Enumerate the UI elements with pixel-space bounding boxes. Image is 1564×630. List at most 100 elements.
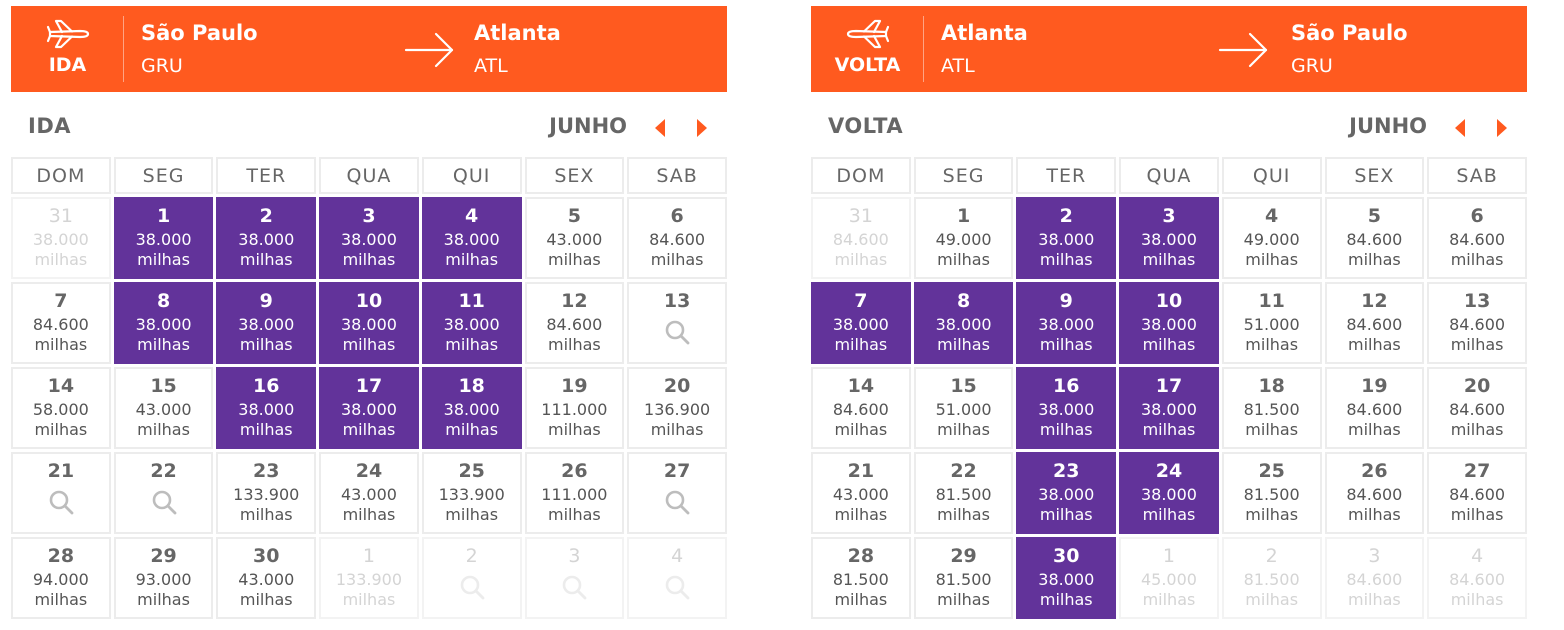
calendar-day-cell[interactable]: 9 38.000 milhas [216, 282, 317, 364]
calendar-day-cell[interactable]: 4 [627, 537, 727, 619]
calendar-day-cell[interactable]: 17 38.000 milhas [319, 367, 419, 449]
calendar-day-cell[interactable]: 20 84.600 milhas [1427, 367, 1527, 449]
miles-price: 49.000 [935, 230, 992, 249]
chevron-right-icon[interactable] [1495, 118, 1509, 138]
calendar-day-cell[interactable]: 9 38.000 milhas [1016, 282, 1117, 364]
calendar-day-cell[interactable]: 7 38.000 milhas [811, 282, 911, 364]
miles-unit: milhas [1347, 420, 1401, 439]
calendar-day-cell[interactable]: 11 38.000 milhas [421, 282, 522, 364]
calendar-day-cell[interactable]: 2 38.000 milhas [216, 197, 317, 279]
calendar-day-cell[interactable]: 23 133.900 milhas [216, 452, 317, 534]
calendar-day-cell[interactable]: 14 84.600 milhas [811, 367, 911, 449]
calendar-day-cell[interactable]: 15 43.000 milhas [113, 367, 214, 449]
day-number: 19 [1361, 375, 1388, 397]
destination-city-name: Atlanta [474, 21, 561, 45]
calendar-day-cell[interactable]: 17 38.000 milhas [1119, 367, 1219, 449]
calendar-day-cell[interactable]: 1 38.000 milhas [113, 197, 214, 279]
calendar-day-cell[interactable]: 4 38.000 milhas [421, 197, 522, 279]
calendar-day-cell[interactable]: 31 84.600 milhas [811, 197, 911, 279]
calendar-day-cell[interactable]: 8 38.000 milhas [913, 282, 1014, 364]
calendar-day-cell[interactable]: 25 81.500 milhas [1221, 452, 1322, 534]
calendar-day-cell[interactable]: 27 [627, 452, 727, 534]
origin-airport-code: GRU [141, 55, 183, 77]
calendar-day-cell[interactable]: 7 84.600 milhas [11, 282, 111, 364]
chevron-right-icon[interactable] [695, 118, 709, 138]
calendar-day-cell[interactable]: 28 94.000 milhas [11, 537, 111, 619]
miles-price: 38.000 [1038, 315, 1095, 334]
miles-price: 84.600 [1449, 570, 1506, 589]
calendar-day-cell[interactable]: 27 84.600 milhas [1427, 452, 1527, 534]
calendar-day-cell[interactable]: 15 51.000 milhas [913, 367, 1014, 449]
miles-price: 51.000 [1243, 315, 1300, 334]
calendar-day-cell[interactable]: 16 38.000 milhas [216, 367, 317, 449]
calendar-day-cell[interactable]: 3 [524, 537, 625, 619]
miles-unit: milhas [239, 250, 293, 269]
calendar-day-cell[interactable]: 26 111.000 milhas [524, 452, 625, 534]
calendar-day-cell[interactable]: 3 38.000 milhas [1119, 197, 1219, 279]
calendar-day-cell[interactable]: 12 84.600 milhas [524, 282, 625, 364]
search-icon [665, 320, 690, 345]
calendar-day-cell[interactable]: 12 84.600 milhas [1324, 282, 1425, 364]
chevron-left-icon[interactable] [653, 118, 667, 138]
calendar-day-cell[interactable]: 6 84.600 milhas [1427, 197, 1527, 279]
calendar-day-cell[interactable]: 13 84.600 milhas [1427, 282, 1527, 364]
miles-unit: milhas [1039, 505, 1093, 524]
chevron-left-icon[interactable] [1453, 118, 1467, 138]
calendar-day-cell[interactable]: 29 81.500 milhas [913, 537, 1014, 619]
day-number: 12 [561, 290, 588, 312]
calendar-day-cell[interactable]: 16 38.000 milhas [1016, 367, 1117, 449]
miles-unit: milhas [547, 420, 601, 439]
day-number: 4 [1471, 545, 1484, 567]
calendar-day-cell[interactable]: 1 49.000 milhas [913, 197, 1014, 279]
calendar-day-cell[interactable]: 29 93.000 milhas [113, 537, 214, 619]
day-number: 9 [259, 290, 273, 312]
calendar-day-cell[interactable]: 2 38.000 milhas [1016, 197, 1117, 279]
calendar-day-cell[interactable]: 11 51.000 milhas [1221, 282, 1322, 364]
day-number: 26 [561, 460, 588, 482]
calendar-day-cell[interactable]: 1 45.000 milhas [1119, 537, 1219, 619]
calendar-day-cell[interactable]: 8 38.000 milhas [113, 282, 214, 364]
calendar-day-cell[interactable]: 3 84.600 milhas [1324, 537, 1425, 619]
calendar-day-cell[interactable]: 6 84.600 milhas [627, 197, 727, 279]
calendar-day-cell[interactable]: 1 133.900 milhas [319, 537, 419, 619]
miles-price: 84.600 [1346, 230, 1403, 249]
day-number: 31 [48, 205, 73, 227]
calendar-day-cell[interactable]: 13 [627, 282, 727, 364]
calendar-day-cell[interactable]: 18 38.000 milhas [421, 367, 522, 449]
calendar-day-cell[interactable]: 2 81.500 milhas [1221, 537, 1322, 619]
calendar-day-cell[interactable]: 20 136.900 milhas [627, 367, 727, 449]
calendar-day-cell[interactable]: 30 43.000 milhas [216, 537, 317, 619]
calendar-day-cell[interactable]: 24 43.000 milhas [319, 452, 419, 534]
calendar-day-cell[interactable]: 22 81.500 milhas [913, 452, 1014, 534]
calendar-day-cell[interactable]: 22 [113, 452, 214, 534]
day-number: 2 [259, 205, 273, 227]
calendar-day-cell[interactable]: 19 111.000 milhas [524, 367, 625, 449]
calendar-day-cell[interactable]: 31 38.000 milhas [11, 197, 111, 279]
calendar-day-cell[interactable]: 21 [11, 452, 111, 534]
calendar-day-cell[interactable]: 18 81.500 milhas [1221, 367, 1322, 449]
weekday-header: TER [216, 157, 317, 194]
calendar-day-cell[interactable]: 19 84.600 milhas [1324, 367, 1425, 449]
calendar-day-cell[interactable]: 4 84.600 milhas [1427, 537, 1527, 619]
calendar-day-cell[interactable]: 24 38.000 milhas [1119, 452, 1219, 534]
calendar-day-cell[interactable]: 4 49.000 milhas [1221, 197, 1322, 279]
calendar-day-cell[interactable]: 3 38.000 milhas [319, 197, 419, 279]
calendar-day-cell[interactable]: 25 133.900 milhas [421, 452, 522, 534]
calendar-day-cell[interactable]: 28 81.500 milhas [811, 537, 911, 619]
calendar-day-cell[interactable]: 2 [421, 537, 522, 619]
calendar-day-cell[interactable]: 23 38.000 milhas [1016, 452, 1117, 534]
calendar-day-cell[interactable]: 5 84.600 milhas [1324, 197, 1425, 279]
day-number: 30 [253, 545, 280, 567]
route-banner: IDA São Paulo GRU Atlanta ATL [11, 6, 727, 92]
calendar-day-cell[interactable]: 5 43.000 milhas [524, 197, 625, 279]
calendar-day-cell[interactable]: 14 58.000 milhas [11, 367, 111, 449]
miles-unit: milhas [239, 505, 293, 524]
direction-label: VOLTA [834, 54, 901, 76]
calendar-day-cell[interactable]: 30 38.000 milhas [1016, 537, 1117, 619]
calendar-day-cell[interactable]: 26 84.600 milhas [1324, 452, 1425, 534]
miles-price: 38.000 [238, 400, 295, 419]
calendar-day-cell[interactable]: 10 38.000 milhas [1119, 282, 1219, 364]
calendar-day-cell[interactable]: 10 38.000 milhas [319, 282, 419, 364]
calendar-day-cell[interactable]: 21 43.000 milhas [811, 452, 911, 534]
day-number: 11 [458, 290, 485, 312]
